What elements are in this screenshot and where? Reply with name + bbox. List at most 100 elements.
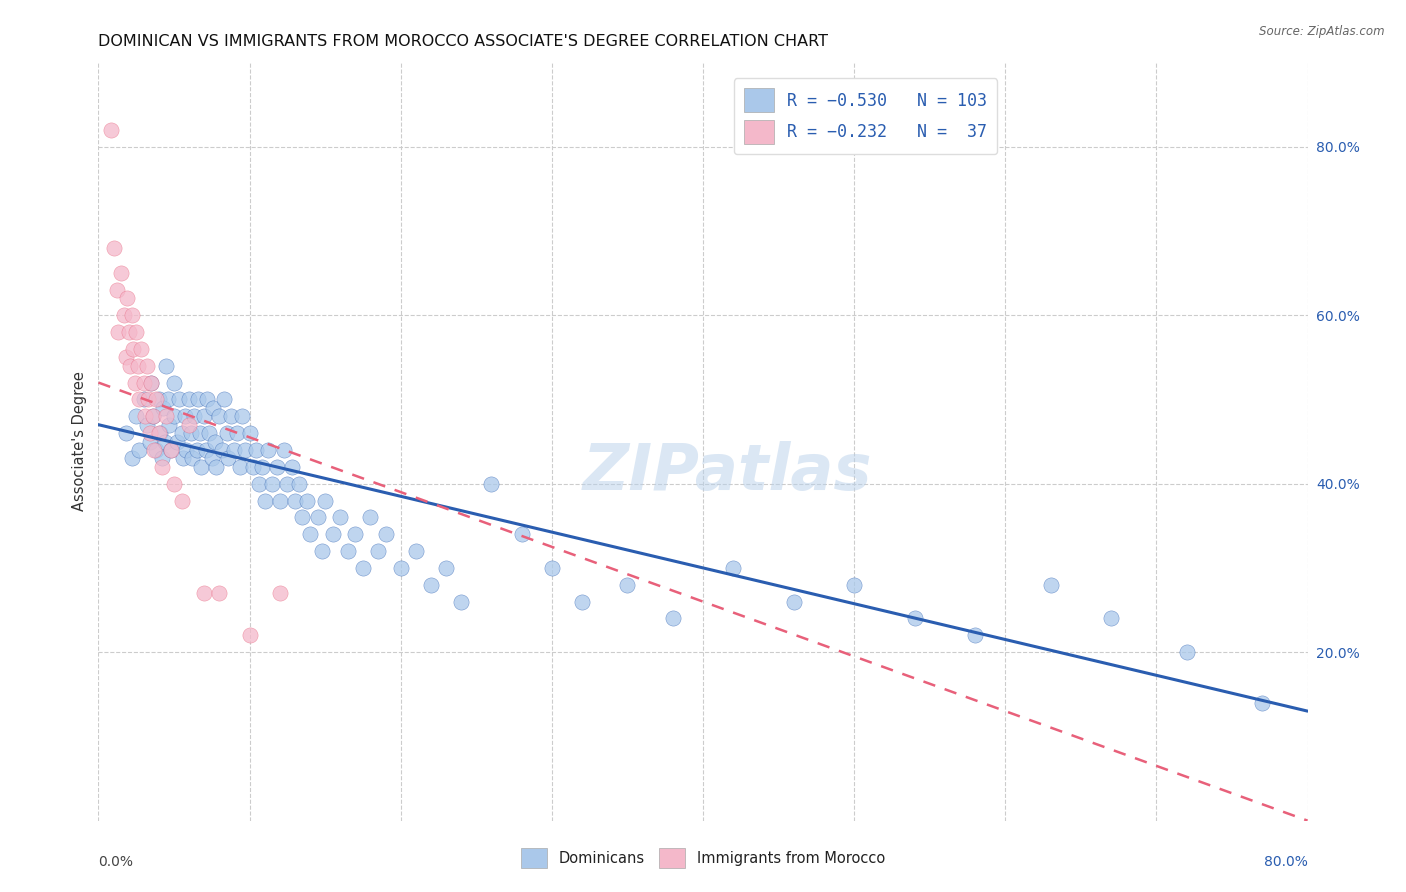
Point	[193, 409, 215, 424]
Point	[135, 359, 157, 373]
Point	[284, 493, 307, 508]
Point	[231, 409, 253, 424]
Point	[121, 308, 143, 322]
Point	[127, 359, 149, 373]
Point	[212, 392, 235, 407]
Point	[141, 376, 163, 390]
Point	[256, 442, 278, 457]
Point	[155, 409, 177, 424]
Point	[110, 266, 132, 280]
Point	[661, 611, 683, 625]
Point	[329, 510, 352, 524]
Point	[190, 459, 212, 474]
Point	[299, 527, 322, 541]
Point	[224, 442, 246, 457]
Point	[122, 342, 145, 356]
Point	[616, 578, 638, 592]
Point	[145, 442, 167, 457]
Point	[163, 476, 186, 491]
Point	[143, 442, 166, 457]
Point	[142, 409, 165, 424]
Point	[262, 476, 284, 491]
Text: 80.0%: 80.0%	[1264, 855, 1308, 869]
Point	[115, 291, 138, 305]
Point	[1175, 645, 1198, 659]
Point	[195, 392, 218, 407]
Point	[295, 493, 318, 508]
Point	[405, 544, 427, 558]
Point	[170, 426, 193, 441]
Point	[149, 426, 172, 441]
Point	[221, 409, 243, 424]
Point	[152, 401, 174, 415]
Point	[205, 459, 228, 474]
Point	[134, 409, 156, 424]
Point	[202, 401, 225, 415]
Point	[226, 426, 249, 441]
Point	[1099, 611, 1122, 625]
Point	[121, 451, 143, 466]
Point	[266, 459, 288, 474]
Text: ZIPatlas: ZIPatlas	[582, 441, 872, 503]
Point	[118, 325, 141, 339]
Point	[150, 459, 173, 474]
Point	[125, 325, 148, 339]
Point	[253, 493, 276, 508]
Point	[105, 283, 128, 297]
Point	[141, 376, 163, 390]
Point	[179, 417, 201, 432]
Point	[145, 392, 167, 407]
Point	[571, 594, 593, 608]
Point	[450, 594, 472, 608]
Point	[208, 409, 231, 424]
Point	[120, 359, 142, 373]
Point	[420, 578, 443, 592]
Text: Source: ZipAtlas.com: Source: ZipAtlas.com	[1260, 25, 1385, 38]
Point	[187, 392, 209, 407]
Point	[148, 392, 170, 407]
Point	[204, 434, 226, 449]
Point	[247, 476, 270, 491]
Point	[142, 409, 165, 424]
Point	[510, 527, 533, 541]
Point	[269, 493, 291, 508]
Point	[215, 426, 238, 441]
Point	[181, 451, 204, 466]
Point	[245, 442, 267, 457]
Point	[167, 392, 190, 407]
Point	[374, 527, 396, 541]
Point	[159, 417, 181, 432]
Point	[163, 376, 186, 390]
Point	[170, 493, 193, 508]
Point	[783, 594, 806, 608]
Point	[148, 426, 170, 441]
Point	[344, 527, 367, 541]
Point	[1251, 696, 1274, 710]
Point	[208, 586, 231, 600]
Point	[103, 241, 125, 255]
Point	[250, 459, 273, 474]
Point	[183, 409, 205, 424]
Point	[360, 510, 382, 524]
Point	[269, 586, 291, 600]
Point	[180, 426, 202, 441]
Point	[155, 359, 177, 373]
Point	[844, 578, 866, 592]
Point	[367, 544, 389, 558]
Point	[965, 628, 987, 642]
Point	[188, 426, 211, 441]
Point	[229, 459, 252, 474]
Point	[160, 442, 183, 457]
Point	[352, 561, 374, 575]
Point	[114, 426, 136, 441]
Point	[197, 426, 219, 441]
Point	[114, 351, 136, 365]
Point	[336, 544, 359, 558]
Point	[132, 376, 155, 390]
Point	[160, 442, 183, 457]
Point	[434, 561, 457, 575]
Point	[124, 376, 146, 390]
Point	[139, 426, 162, 441]
Point	[166, 434, 188, 449]
Point	[242, 459, 264, 474]
